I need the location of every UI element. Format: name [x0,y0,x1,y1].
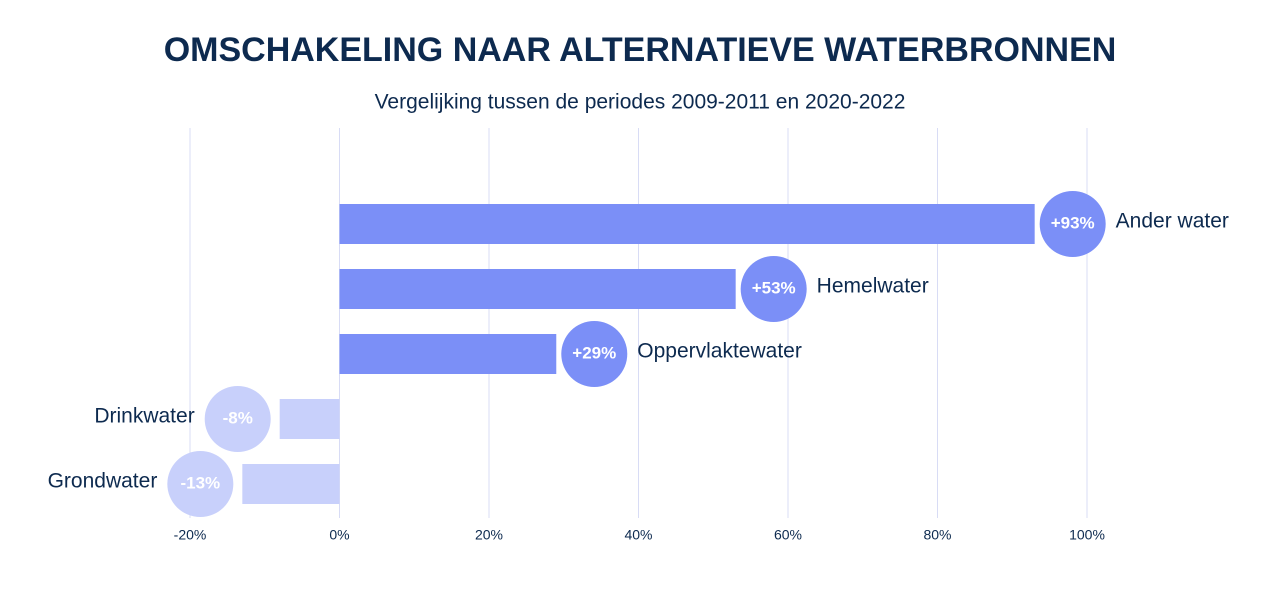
value-badge [167,451,234,517]
bar [339,334,557,374]
value-badge [740,256,807,322]
category-label: Drinkwater [94,405,194,428]
value-label: +53% [752,278,796,297]
category-label: Oppervlaktewater [637,340,802,363]
x-tick-label: 60% [774,527,802,543]
value-label: +93% [1051,213,1095,232]
chart-subtitle: Vergelijking tussen de periodes 2009-201… [375,91,906,114]
x-tick-label: 100% [1069,527,1105,543]
x-tick-label: 80% [923,527,951,543]
value-badge [561,321,628,387]
value-label: -13% [180,473,220,492]
value-label: -8% [223,408,253,427]
category-label: Grondwater [48,470,158,493]
value-label: +29% [572,343,616,362]
category-label: Hemelwater [817,275,929,298]
bar [339,269,736,309]
category-label: Ander water [1116,210,1229,233]
x-tick-label: -20% [174,527,207,543]
x-tick-label: 20% [475,527,503,543]
value-badge [1039,191,1106,257]
bar [242,464,340,504]
x-tick-label: 0% [329,527,349,543]
chart-title: OMSCHAKELING NAAR ALTERNATIEVE WATERBRON… [164,31,1117,69]
bar [279,399,340,439]
value-badge [204,386,271,452]
bar [339,204,1035,244]
x-tick-label: 40% [624,527,652,543]
